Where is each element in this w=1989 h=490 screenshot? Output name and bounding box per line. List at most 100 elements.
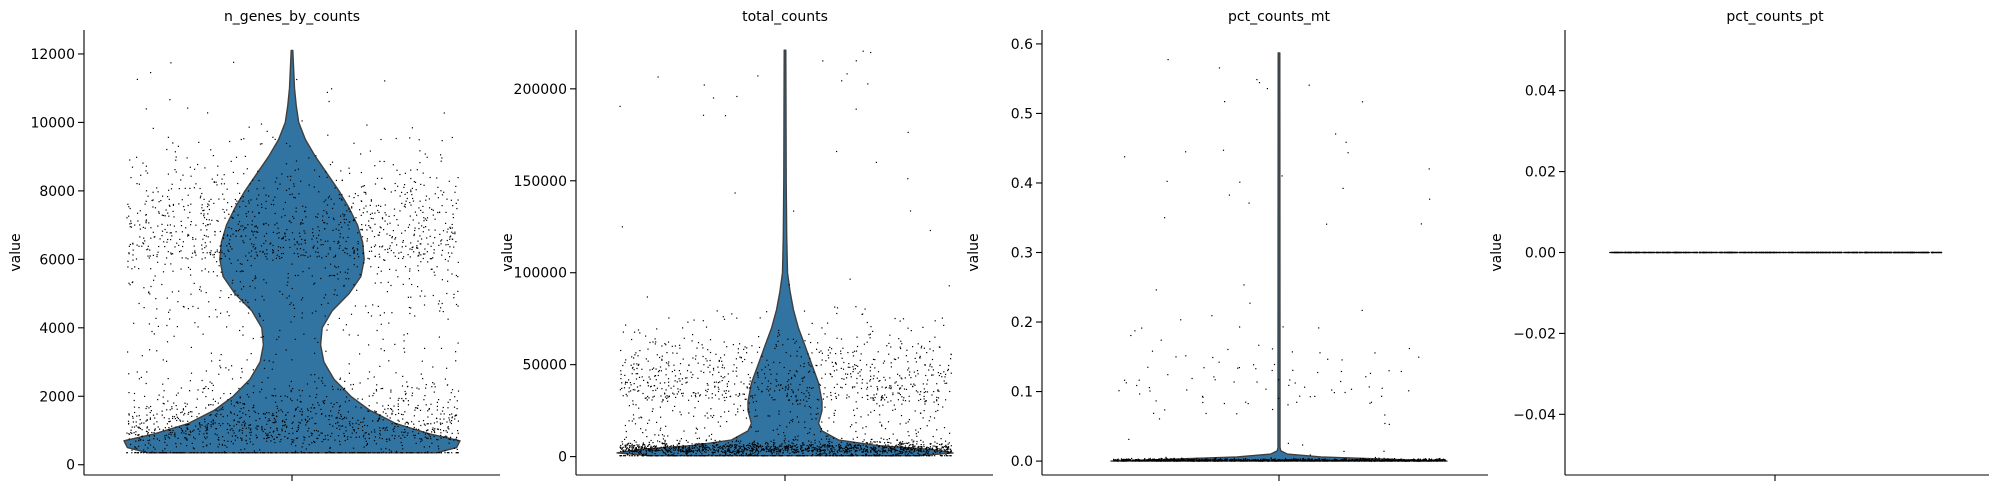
data-point (401, 397, 403, 400)
data-point (944, 376, 946, 378)
data-point (245, 227, 247, 229)
data-point (193, 452, 196, 454)
data-point (658, 434, 660, 436)
data-point (795, 340, 797, 342)
data-point (339, 245, 341, 247)
data-point (380, 227, 382, 229)
data-point (197, 307, 199, 309)
data-point (895, 444, 897, 446)
data-point (244, 425, 246, 427)
data-point (168, 198, 170, 200)
data-point (777, 448, 779, 450)
data-point (207, 236, 209, 238)
data-point (424, 153, 426, 155)
data-point (824, 451, 826, 453)
data-point (712, 453, 714, 455)
data-point (317, 213, 319, 215)
data-point (362, 421, 364, 423)
data-point (663, 442, 665, 444)
data-point (700, 370, 702, 372)
data-point (379, 434, 381, 436)
data-point (200, 195, 202, 197)
data-point (209, 381, 211, 383)
data-point (412, 431, 414, 433)
data-point (838, 449, 840, 451)
data-point (698, 448, 700, 450)
data-point (334, 254, 337, 256)
data-point (739, 455, 741, 457)
data-point (714, 455, 717, 457)
data-point (259, 314, 261, 317)
data-point (667, 454, 670, 456)
data-point (249, 416, 251, 418)
data-point (169, 99, 171, 101)
data-point (918, 399, 920, 402)
data-point (823, 444, 825, 446)
data-point (907, 454, 909, 456)
data-point (833, 451, 835, 453)
data-point (831, 348, 833, 350)
data-point (619, 446, 621, 448)
data-point (630, 390, 632, 392)
data-point (357, 241, 359, 243)
data-point (285, 189, 288, 191)
data-point (735, 447, 737, 449)
data-point (128, 215, 130, 217)
data-point (150, 268, 152, 270)
data-point (299, 395, 301, 397)
data-point (824, 444, 826, 446)
data-point (937, 389, 939, 391)
data-point (166, 297, 168, 299)
data-point (770, 373, 772, 375)
data-point (748, 383, 750, 385)
data-point (639, 451, 642, 453)
data-point (379, 427, 381, 429)
data-point (700, 446, 702, 448)
data-point (841, 455, 843, 457)
data-point (439, 233, 441, 235)
data-point (638, 449, 640, 451)
data-point (709, 371, 711, 373)
data-point (250, 428, 252, 430)
data-point (820, 428, 823, 430)
data-point (757, 455, 759, 457)
data-point (803, 393, 805, 395)
data-point (137, 212, 139, 214)
data-point (899, 455, 901, 457)
data-point (784, 389, 786, 391)
data-point (950, 448, 952, 450)
data-point (127, 260, 129, 262)
data-point (762, 448, 765, 450)
data-point (866, 450, 868, 452)
data-point (915, 375, 917, 377)
data-point (175, 452, 177, 454)
data-point (177, 145, 179, 147)
data-point (791, 447, 793, 449)
data-point (705, 394, 707, 396)
data-point (324, 385, 326, 387)
scatter-points (126, 61, 460, 454)
data-point (637, 355, 639, 357)
data-point (145, 222, 147, 224)
data-point (237, 294, 239, 296)
data-point (683, 337, 685, 339)
data-point (926, 383, 928, 385)
data-point (418, 222, 420, 224)
data-point (420, 373, 422, 375)
data-point (829, 451, 831, 454)
data-point (205, 225, 207, 227)
data-point (327, 324, 329, 326)
data-point (360, 171, 362, 174)
data-point (327, 302, 329, 304)
data-point (739, 442, 741, 444)
data-point (898, 392, 900, 394)
data-point (946, 449, 949, 451)
data-point (891, 445, 893, 447)
data-point (177, 392, 179, 394)
data-point (132, 243, 134, 245)
data-point (286, 284, 288, 286)
data-point (255, 427, 257, 429)
data-point (860, 449, 862, 451)
data-point (619, 455, 621, 457)
data-point (656, 455, 658, 457)
